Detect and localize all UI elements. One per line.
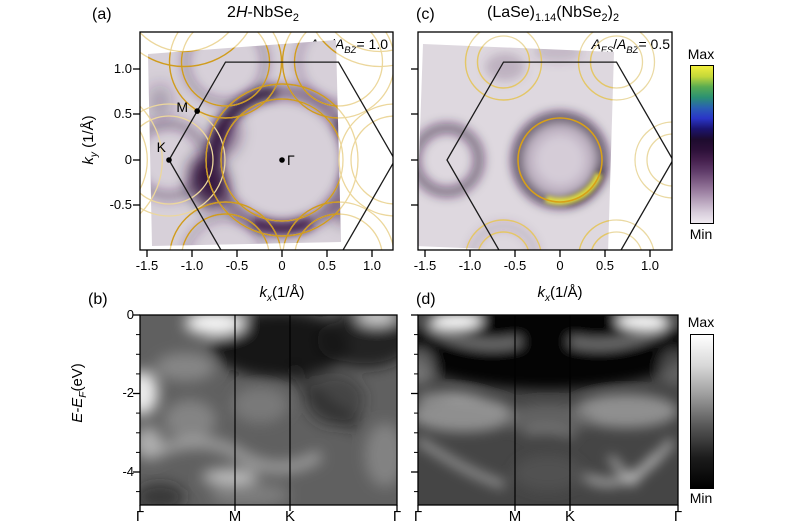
a-ytick-2: 0 xyxy=(124,152,132,167)
c-xtick-2: -0.5 xyxy=(503,258,527,273)
a-xtick-3: 0 xyxy=(278,258,286,273)
panel-c-title: (LaSe)1.14(NbSe2)2 xyxy=(486,4,619,25)
gray-colorbar-min-label: Min xyxy=(689,490,713,506)
axes-frame-b xyxy=(139,314,398,506)
band-intensity-d xyxy=(418,315,678,505)
a-ytick-3: -0.5 xyxy=(109,197,132,212)
b-sym-gamma-left: Γ xyxy=(135,508,145,525)
b-ytick-1: -2 xyxy=(122,385,134,400)
a-xtick-5: 1.0 xyxy=(362,258,382,273)
band-intensity-b xyxy=(140,315,397,505)
b-sym-gamma-right: Γ xyxy=(392,508,402,525)
d-sym-gamma-left: Γ xyxy=(413,508,423,525)
m-point-marker-a xyxy=(194,108,200,114)
a-ylabel: ky (1/Å) xyxy=(80,115,100,165)
panel-b-band-map xyxy=(133,314,398,511)
axis-ticks-c xyxy=(411,68,651,257)
a-xtick-4: 0.5 xyxy=(317,258,337,273)
panel-a-fermi-map: Γ M K xyxy=(133,31,394,257)
a-xtick-2: -0.5 xyxy=(225,258,249,273)
b-sym-m: M xyxy=(228,508,242,525)
a-xlabel: kx(1/Å) xyxy=(259,284,305,304)
d-sym-gamma-right: Γ xyxy=(673,508,683,525)
d-sym-m: M xyxy=(508,508,522,525)
a-ytick-1: 0.5 xyxy=(113,106,132,121)
panel-c-fermi-map xyxy=(411,31,673,257)
spectral-colorbar-max-label: Max xyxy=(687,46,715,62)
c-xtick-3: 0 xyxy=(556,258,564,273)
c-xtick-0: -1.5 xyxy=(413,258,437,273)
axes-frame-a xyxy=(139,31,394,251)
panel-c-label: (c) xyxy=(416,6,435,23)
panel-d-label: (d) xyxy=(416,291,436,308)
brillouin-zone-hexagon-c xyxy=(446,61,672,250)
gamma-point-marker-a xyxy=(279,157,285,163)
panel-a-title: 2H-NbSe2 xyxy=(227,4,299,25)
c-xtick-4: 0.5 xyxy=(595,258,615,273)
d-sym-k: K xyxy=(564,508,575,525)
c-xtick-5: 1.0 xyxy=(640,258,660,273)
b-ylabel: E-EF(eV) xyxy=(69,363,89,423)
gamma-point-label: Γ xyxy=(287,152,295,168)
spectral-colorbar-min-label: Min xyxy=(689,226,713,242)
spectral-colorbar xyxy=(690,65,714,224)
panel-d-band-map xyxy=(411,314,679,511)
gray-colorbar-max-label: Max xyxy=(687,314,715,330)
b-ytick-0: 0 xyxy=(126,307,134,322)
axes-frame-c xyxy=(417,31,673,251)
k-point-marker-a xyxy=(166,157,172,163)
gray-colorbar xyxy=(690,334,714,489)
panel-c-annotation: AFS/ABZ= 0.5 xyxy=(591,36,670,56)
axes-frame-d xyxy=(417,314,679,506)
c-xtick-1: -1.0 xyxy=(458,258,482,273)
panel-b-label: (b) xyxy=(88,291,108,308)
axis-ticks-d xyxy=(411,314,679,511)
gamma-fermi-ring-c xyxy=(517,117,603,203)
b-sym-k: K xyxy=(284,508,295,525)
a-xtick-1: -1.0 xyxy=(180,258,204,273)
m-point-label: M xyxy=(176,99,188,115)
c-xlabel: kx(1/Å) xyxy=(537,284,583,304)
k-point-label: K xyxy=(157,139,167,155)
a-xtick-0: -1.5 xyxy=(135,258,159,273)
panel-a-label: (a) xyxy=(92,6,112,23)
axis-ticks-b xyxy=(133,314,398,511)
b-ytick-2: -4 xyxy=(122,464,134,479)
a-ytick-0: 1.0 xyxy=(113,61,132,76)
axis-ticks-a xyxy=(133,68,373,257)
